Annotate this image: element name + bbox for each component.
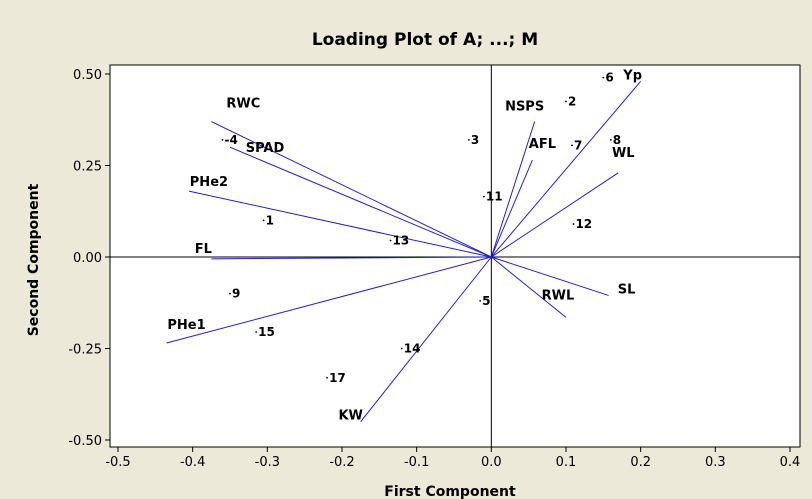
loading-label-rwl: RWL — [542, 288, 575, 303]
observation-point — [255, 331, 258, 333]
loading-vector-sl — [491, 256, 609, 296]
x-tick-label: 0.3 — [705, 455, 726, 470]
observation-labels: 1 -4 3 2 6 7 8 9 11 12 13 14 15 17 5 — [221, 71, 621, 385]
observation-point — [400, 347, 403, 350]
loading-label-sl: SL — [618, 282, 636, 297]
observation-point — [602, 76, 605, 79]
loading-vector-rwl — [491, 256, 567, 318]
loading-label-phe2: PHe2 — [190, 175, 228, 190]
observation-label: 13 — [393, 234, 410, 248]
loading-label-afl: AFL — [529, 137, 556, 152]
observation-point — [389, 239, 392, 242]
observation-point — [221, 138, 224, 141]
observation-label: 5 — [482, 294, 490, 308]
y-axis-label: Second Component — [26, 183, 42, 336]
loading-vector-wl — [491, 172, 619, 258]
observation-label: 1 — [266, 213, 274, 227]
x-tick-label: -0.3 — [255, 455, 280, 470]
observation-point — [609, 138, 612, 141]
loading-vector-phe2 — [188, 190, 492, 258]
observation-label: 17 — [329, 371, 346, 385]
observation-label: 9 — [232, 287, 240, 301]
observation-point — [468, 138, 470, 141]
x-tick-label: 0.0 — [481, 455, 502, 470]
x-tick-label: 0.2 — [630, 455, 651, 470]
observation-point — [479, 300, 482, 302]
loading-label-kw: KW — [338, 409, 362, 424]
observation-point — [262, 219, 265, 222]
observation-label: 12 — [575, 217, 592, 231]
x-tick-label: -0.1 — [404, 455, 429, 470]
loading-vector-phe1 — [166, 256, 492, 344]
observation-label: 15 — [258, 325, 275, 339]
observation-label: 3 — [471, 133, 479, 147]
x-axis-label: First Component — [384, 484, 516, 499]
loading-label-nsps: NSPS — [505, 100, 544, 115]
x-tick-label: -0.4 — [180, 455, 205, 470]
observation-label: -4 — [225, 133, 238, 147]
y-tick-label: -0.50 — [68, 434, 102, 449]
y-tick-label: 0.50 — [73, 68, 102, 83]
loading-label-fl: FL — [195, 242, 212, 257]
x-tick-label: -0.5 — [105, 455, 130, 470]
observation-label: 6 — [605, 71, 613, 85]
observation-label: 2 — [568, 94, 576, 108]
observation-label: 7 — [574, 138, 582, 152]
observation-label: 14 — [404, 342, 421, 356]
observation-point — [565, 100, 567, 103]
observation-point — [572, 223, 575, 225]
chart-title: Loading Plot of A; ...; M — [312, 30, 538, 50]
loading-label-rwc: RWC — [226, 97, 260, 112]
loading-label-spad: SPAD — [246, 141, 285, 156]
observation-point — [571, 144, 573, 147]
observation-point — [326, 376, 328, 379]
observation-label: 8 — [613, 133, 621, 147]
x-tick-label: 0.4 — [780, 455, 801, 470]
loading-label-yp: Yp — [622, 68, 642, 83]
loading-vector-nsps — [490, 121, 536, 258]
loading-vector-afl — [490, 159, 533, 258]
x-tick-label: 0.1 — [556, 455, 577, 470]
x-tick-label: -0.2 — [329, 455, 354, 470]
loading-label-phe1: PHe1 — [167, 318, 205, 333]
loading-label-wl: WL — [612, 146, 635, 161]
loading-vector-spad — [229, 146, 492, 258]
axis-ticks: -0.5 -0.4 -0.3 -0.2 -0.1 0.0 0.1 0.2 0.3 0.4 -0.50… — [68, 68, 800, 470]
y-tick-label: 0.00 — [73, 251, 102, 266]
loading-vector-kw — [360, 256, 492, 423]
y-tick-label: 0.25 — [73, 160, 102, 175]
loading-vectors: RWC SPAD PHe2 FL PHe1 KW NSPS AFL Yp WL SL RWL — [166, 68, 642, 424]
y-tick-label: -0.25 — [68, 343, 102, 358]
loading-vector-rwc — [211, 121, 492, 258]
loading-vector-fl — [211, 256, 492, 260]
loading-vector-yp — [490, 80, 642, 258]
observation-point — [229, 292, 231, 295]
observation-label: 11 — [486, 190, 503, 204]
observation-point — [482, 195, 485, 198]
